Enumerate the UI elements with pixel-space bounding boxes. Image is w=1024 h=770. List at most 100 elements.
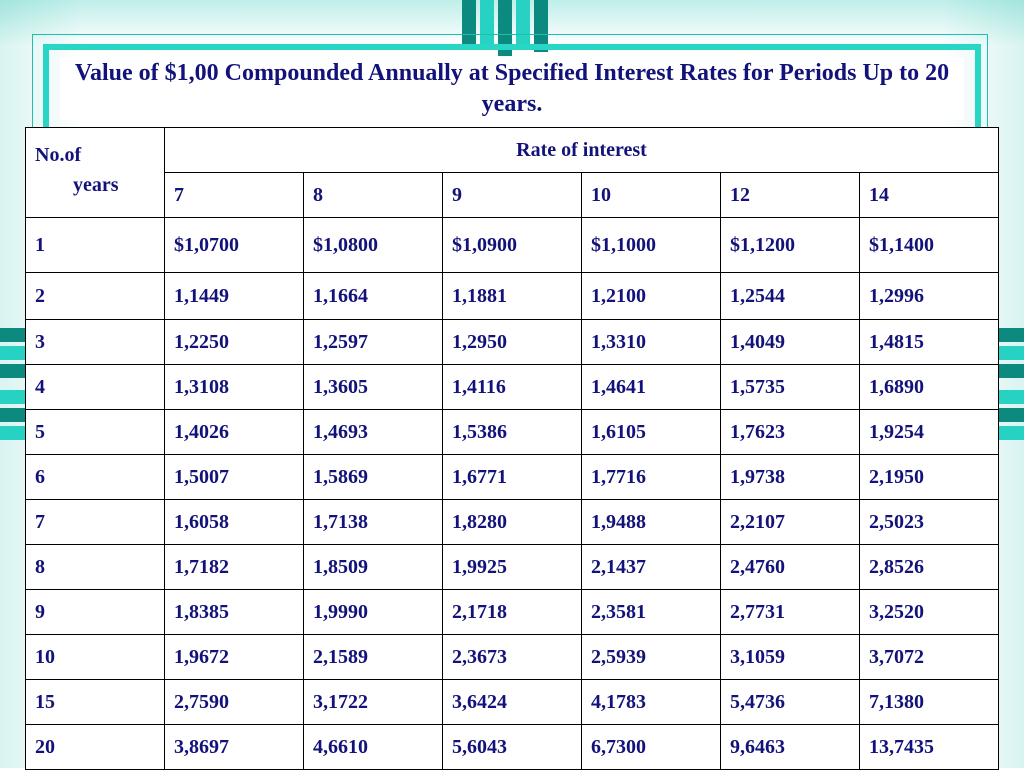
value-cell: 1,6890 [859,364,999,410]
value-cell: 1,8280 [442,499,582,545]
value-cell: 5,6043 [442,724,582,770]
decor-top-bar-4 [516,0,530,44]
years-cell: 6 [25,454,165,500]
value-cell: 1,6771 [442,454,582,500]
value-cell: 2,3673 [442,634,582,680]
value-cell: 4,6610 [303,724,443,770]
value-cell: 7,1380 [859,679,999,725]
value-cell: 2,7590 [164,679,304,725]
value-cell: 2,5023 [859,499,999,545]
value-cell: 9,6463 [720,724,860,770]
years-cell: 4 [25,364,165,410]
value-cell: 1,9254 [859,409,999,455]
value-cell: 1,9672 [164,634,304,680]
rate-header-cell: 7 [164,172,304,218]
table-row: 2 1,1449 1,1664 1,1881 1,2100 1,2544 1,2996 [25,272,999,320]
value-cell: 2,3581 [581,589,721,635]
value-cell: 2,5939 [581,634,721,680]
value-cell: $1,1400 [859,217,999,273]
value-cell: 2,1950 [859,454,999,500]
value-cell: 3,6424 [442,679,582,725]
value-cell: 1,8385 [164,589,304,635]
rate-header-cell: 8 [303,172,443,218]
slide-title: Value of $1,00 Compounded Annually at Sp… [60,58,964,120]
rate-header-cell: 12 [720,172,860,218]
table-row: 3 1,2250 1,2597 1,2950 1,3310 1,4049 1,4815 [25,319,999,365]
value-cell: 1,9488 [581,499,721,545]
decor-top-bar-1 [462,0,476,50]
value-cell: 1,2597 [303,319,443,365]
value-cell: 4,1783 [581,679,721,725]
value-cell: 1,9990 [303,589,443,635]
value-cell: 2,1718 [442,589,582,635]
value-cell: 1,6105 [581,409,721,455]
table-row: 8 1,7182 1,8509 1,9925 2,1437 2,4760 2,8526 [25,544,999,590]
value-cell: 1,9738 [720,454,860,500]
table-row: 9 1,8385 1,9990 2,1718 2,3581 2,7731 3,2520 [25,589,999,635]
decor-top-bar-5 [534,0,548,52]
value-cell: 3,1722 [303,679,443,725]
value-cell: 3,8697 [164,724,304,770]
value-cell: 1,4049 [720,319,860,365]
value-cell: 1,9925 [442,544,582,590]
years-cell: 9 [25,589,165,635]
years-header-line1: No.of [35,144,82,166]
value-cell: 1,4641 [581,364,721,410]
value-cell: $1,0800 [303,217,443,273]
value-cell: $1,0900 [442,217,582,273]
years-header-line2: years [73,174,119,196]
value-cell: 1,7138 [303,499,443,545]
table-row: 5 1,4026 1,4693 1,5386 1,6105 1,7623 1,9254 [25,409,999,455]
value-cell: 1,4026 [164,409,304,455]
years-cell: 10 [25,634,165,680]
value-cell: 1,7623 [720,409,860,455]
years-cell: 20 [25,724,165,770]
decor-top-bar-3 [498,0,512,56]
table-row: 7 1,6058 1,7138 1,8280 1,9488 2,2107 2,5023 [25,499,999,545]
rate-header-cell: 9 [442,172,582,218]
value-cell: 1,7716 [581,454,721,500]
value-cell: 1,2996 [859,272,999,320]
value-cell: 1,3310 [581,319,721,365]
years-cell: 7 [25,499,165,545]
table-row: 1 $1,0700 $1,0800 $1,0900 $1,1000 $1,1200 $1,1… [25,217,999,273]
value-cell: 2,2107 [720,499,860,545]
value-cell: 1,2544 [720,272,860,320]
value-cell: 6,7300 [581,724,721,770]
value-cell: 2,8526 [859,544,999,590]
value-cell: 1,5735 [720,364,860,410]
years-cell: 5 [25,409,165,455]
value-cell: 2,7731 [720,589,860,635]
table-row: 15 2,7590 3,1722 3,6424 4,1783 5,4736 7,1380 [25,679,999,725]
value-cell: 1,5007 [164,454,304,500]
value-cell: 1,4815 [859,319,999,365]
value-cell: 1,5386 [442,409,582,455]
decor-top-bar-2 [480,0,494,44]
value-cell: 1,5869 [303,454,443,500]
value-cell: 1,4116 [442,364,582,410]
value-cell: 1,2250 [164,319,304,365]
value-cell: 2,1437 [581,544,721,590]
table-row: 4 1,3108 1,3605 1,4116 1,4641 1,5735 1,6890 [25,364,999,410]
value-cell: 1,3605 [303,364,443,410]
table-row: 10 1,9672 2,1589 2,3673 2,5939 3,1059 3,7072 [25,634,999,680]
header-row-rate: No.of years Rate of interest [25,127,999,218]
years-cell: 3 [25,319,165,365]
header-row-rates: 7 8 9 10 12 14 [26,172,999,218]
value-cell: 1,3108 [164,364,304,410]
value-cell: $1,0700 [164,217,304,273]
rate-header-cell: 14 [859,172,999,218]
value-cell: 1,4693 [303,409,443,455]
years-header-cell: No.of years [25,127,165,218]
value-cell: 3,7072 [859,634,999,680]
value-cell: 3,1059 [720,634,860,680]
years-cell: 2 [25,272,165,320]
value-cell: 1,1664 [303,272,443,320]
value-cell: $1,1200 [720,217,860,273]
table-row: 6 1,5007 1,5869 1,6771 1,7716 1,9738 2,1950 [25,454,999,500]
value-cell: $1,1000 [581,217,721,273]
value-cell: 3,2520 [859,589,999,635]
value-cell: 1,7182 [164,544,304,590]
years-cell: 15 [25,679,165,725]
value-cell: 13,7435 [859,724,999,770]
